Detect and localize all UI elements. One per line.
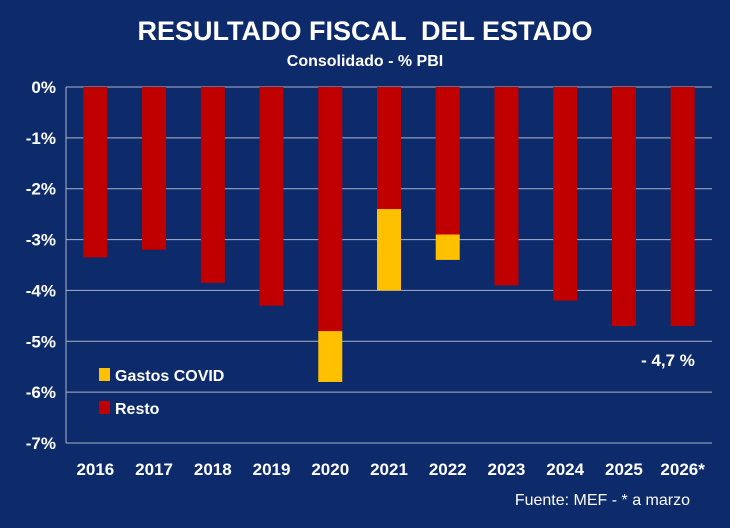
bar-resto-2020 <box>318 87 343 332</box>
y-tick-label: 0% <box>31 78 56 97</box>
bar-resto-2024 <box>553 87 578 301</box>
bar-resto-2019 <box>259 87 284 306</box>
bar-gastos-covid-2020 <box>318 331 343 382</box>
x-axis-tick-labels: 2016 2017 2018 2019 2020 2021 2022 2023 2024 2025… <box>76 460 705 479</box>
bar-gastos-covid-2022 <box>435 234 460 260</box>
legend: Gastos COVID Resto <box>99 368 224 418</box>
chart-subtitle: Consolidado - % PBI <box>286 53 444 70</box>
chart-title: RESULTADO FISCAL DEL ESTADO <box>137 16 593 46</box>
x-tick-label: 2022 <box>429 460 467 479</box>
x-tick-label: 2017 <box>135 460 173 479</box>
x-tick-label: 2026* <box>660 460 705 479</box>
bar-gastos-covid-2021 <box>377 209 401 291</box>
y-tick-label: -1% <box>26 129 56 148</box>
bar-resto-2017 <box>142 87 167 250</box>
x-tick-label: 2020 <box>311 460 349 479</box>
legend-label-resto: Resto <box>115 401 160 418</box>
y-tick-label: -2% <box>26 180 56 199</box>
bar-resto-2022 <box>435 87 460 235</box>
legend-label-gastos-covid: Gastos COVID <box>115 368 224 385</box>
legend-swatch-resto <box>99 401 110 414</box>
x-tick-label: 2018 <box>194 460 232 479</box>
y-axis-tick-labels: 0% -1% -2% -3% -4% -5% -6% -7% <box>26 78 56 453</box>
bar-resto-2026 <box>670 87 695 327</box>
x-tick-label: 2019 <box>253 460 291 479</box>
source-note: Fuente: MEF - * a marzo <box>514 492 690 509</box>
x-tick-label: 2025 <box>605 460 643 479</box>
y-tick-label: -7% <box>26 434 56 453</box>
bar-resto-2025 <box>611 87 636 327</box>
bar-resto-2018 <box>200 87 225 283</box>
bars <box>83 87 695 382</box>
y-tick-label: -5% <box>26 332 56 351</box>
x-tick-label: 2024 <box>546 460 584 479</box>
y-tick-label: -3% <box>26 231 56 250</box>
annotation-label: - 4,7 % <box>641 351 695 370</box>
y-tick-label: -4% <box>26 281 56 300</box>
bar-resto-2023 <box>494 87 519 286</box>
legend-swatch-gastos-covid <box>99 368 110 381</box>
x-tick-label: 2023 <box>488 460 526 479</box>
bar-resto-2016 <box>83 87 108 258</box>
x-tick-label: 2021 <box>370 460 408 479</box>
bar-resto-2021 <box>377 87 401 210</box>
x-tick-label: 2016 <box>76 460 114 479</box>
y-tick-label: -6% <box>26 383 56 402</box>
